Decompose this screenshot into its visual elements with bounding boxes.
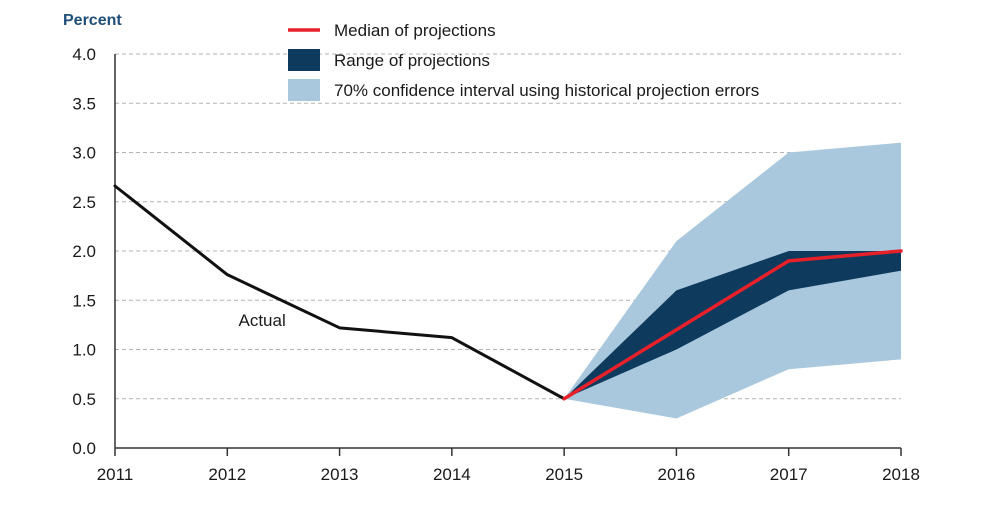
y-tick-label: 3.0 — [72, 144, 96, 163]
y-tick-label: 4.0 — [72, 45, 96, 64]
actual-line — [113, 184, 566, 401]
legend-label: 70% confidence interval using historical… — [334, 81, 759, 100]
annotations: Actual — [239, 311, 286, 330]
median-projection-line — [562, 249, 903, 401]
x-tick-label: 2013 — [321, 465, 359, 484]
legend-label: Median of projections — [334, 21, 496, 40]
legend-swatch-range — [288, 49, 320, 71]
y-tick-label: 3.5 — [72, 94, 96, 113]
y-tick-label: 0.0 — [72, 439, 96, 458]
y-tick-labels: 0.0 0.5 1.0 1.5 2.0 2.5 3.0 3.5 4.0 — [72, 45, 96, 458]
x-tick-label: 2018 — [882, 465, 920, 484]
y-tick-label: 1.5 — [72, 291, 96, 310]
projection-bands — [564, 142, 901, 419]
y-tick-label: 1.0 — [72, 341, 96, 360]
legend-swatch-confidence — [288, 79, 320, 101]
x-tick-labels: 2011 2012 2013 2014 2015 2016 2017 2018 — [97, 465, 920, 484]
y-tick-label: 0.5 — [72, 390, 96, 409]
annotation-actual: Actual — [239, 311, 286, 330]
y-tick-label: 2.5 — [72, 193, 96, 212]
x-tick-label: 2011 — [97, 465, 134, 484]
x-tick-label: 2012 — [208, 465, 246, 484]
legend-label: Range of projections — [334, 51, 490, 70]
x-tick-label: 2017 — [770, 465, 808, 484]
x-tick-label: 2015 — [545, 465, 583, 484]
projection-range-band — [564, 251, 901, 399]
axes — [114, 54, 902, 456]
x-tick-label: 2016 — [658, 465, 696, 484]
y-unit-label: Percent — [63, 12, 122, 29]
y-tick-label: 2.0 — [72, 242, 96, 261]
series-lines — [113, 184, 903, 401]
legend: Median of projections Range of projection… — [288, 21, 759, 101]
x-tick-label: 2014 — [433, 465, 471, 484]
